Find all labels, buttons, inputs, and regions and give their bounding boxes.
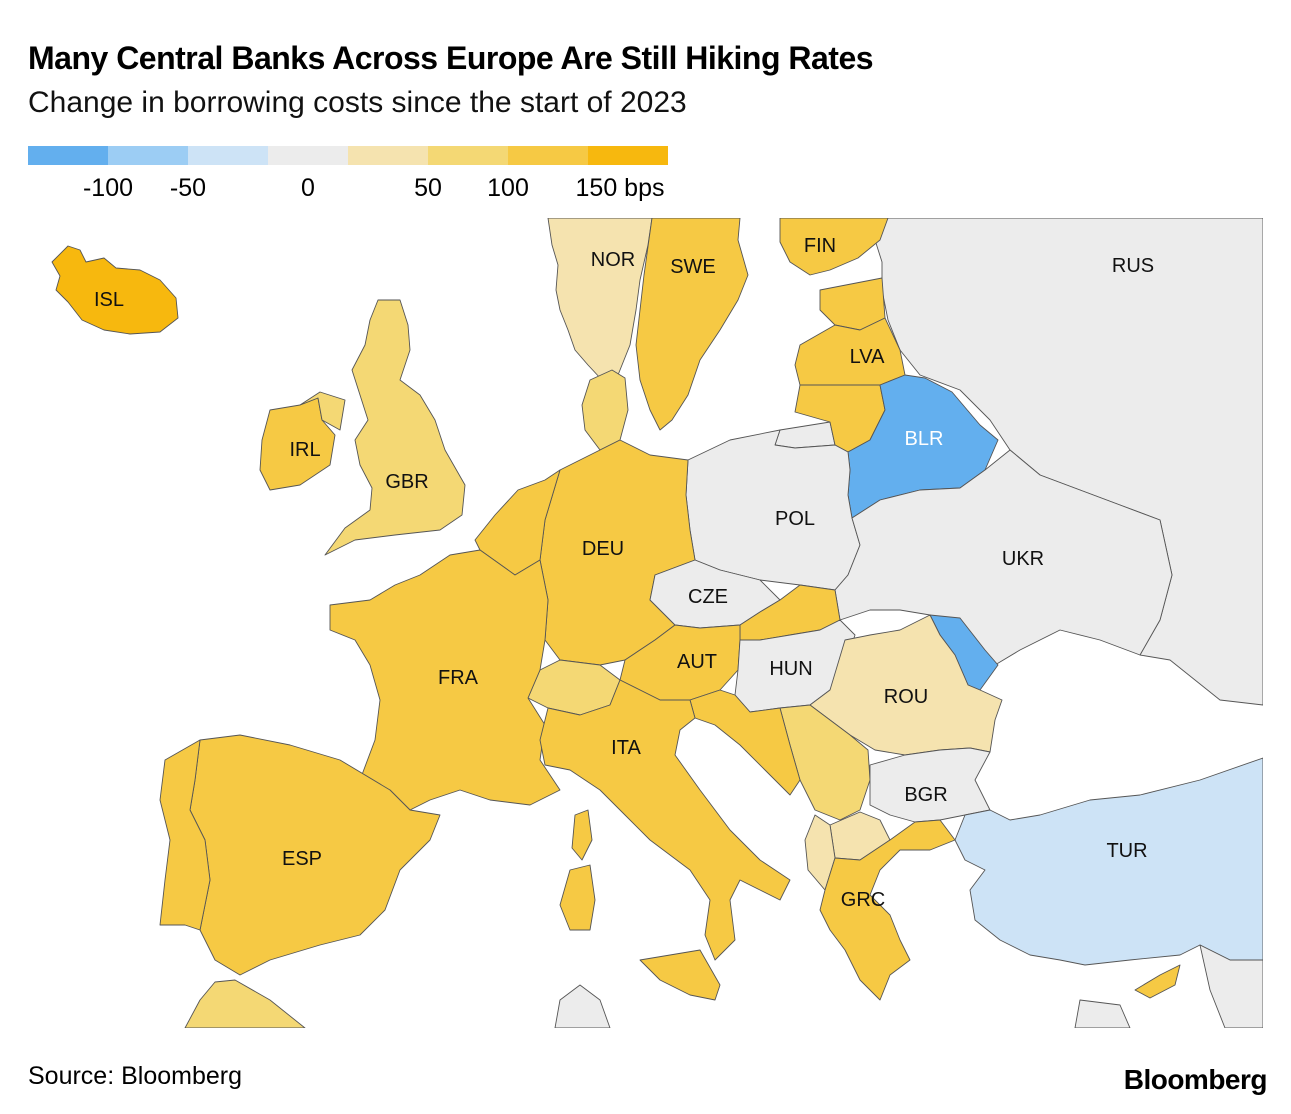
country-label: TUR (1106, 840, 1147, 862)
country-label: GBR (385, 471, 428, 493)
country-ita (639, 949, 721, 1001)
country-label: BLR (905, 428, 944, 450)
legend-label: -50 (169, 174, 207, 202)
country-tur (954, 757, 1263, 966)
legend-label: 0 (301, 174, 315, 202)
country-label: SWE (670, 256, 716, 278)
country-label: LVA (850, 346, 885, 368)
country-gbr (299, 391, 346, 431)
country-label: FRA (438, 667, 479, 689)
country-ita (559, 864, 596, 931)
country-label: AUT (677, 651, 717, 673)
legend-swatch (268, 146, 348, 165)
legend-swatch (428, 146, 508, 165)
country-rus (1074, 999, 1131, 1028)
legend-swatch (188, 146, 268, 165)
legend-swatch (588, 146, 668, 165)
country-prt (159, 739, 211, 931)
country-label: NOR (591, 249, 635, 271)
country-gbr (324, 299, 466, 556)
country-label: ISL (94, 289, 124, 311)
country-grc (819, 819, 956, 1001)
country-label: UKR (1002, 548, 1044, 570)
country-label: DEU (582, 538, 624, 560)
country-label: CZE (688, 586, 728, 608)
country-label: GRC (841, 889, 885, 911)
country-label: POL (775, 508, 815, 530)
legend-label: 150 bps (575, 174, 665, 202)
country-label: IRL (289, 439, 320, 461)
country-label: ROU (884, 686, 928, 708)
legend-swatch (108, 146, 188, 165)
legend-swatch (28, 146, 108, 165)
country-mar (184, 979, 306, 1028)
country-hrv (689, 689, 801, 796)
chart-subtitle: Change in borrowing costs since the star… (28, 86, 687, 119)
country-label: ESP (282, 848, 322, 870)
country-label: HUN (769, 658, 812, 680)
country-label: ITA (611, 737, 641, 759)
source-note: Source: Bloomberg (28, 1062, 243, 1090)
legend-label: -100 (82, 174, 134, 202)
color-legend: -100 -50 0 50 100 150 bps (28, 146, 668, 206)
country-label: RUS (1112, 255, 1154, 277)
country-ita (539, 679, 791, 961)
chart-title: Many Central Banks Across Europe Are Sti… (28, 40, 874, 76)
legend-label: 100 (487, 174, 529, 202)
legend-label: 50 (414, 174, 442, 202)
country-label: BGR (904, 784, 947, 806)
country-isl (51, 245, 179, 335)
legend-swatch (348, 146, 428, 165)
country-cyp (1134, 964, 1181, 999)
country-fin (779, 218, 889, 276)
legend-swatch (508, 146, 588, 165)
country-fra (329, 549, 561, 811)
bloomberg-logo: Bloomberg (1123, 1064, 1268, 1095)
country-swe (635, 218, 749, 431)
legend-bar (28, 146, 668, 165)
country-pol (685, 429, 861, 591)
country-fra (571, 809, 593, 861)
country-syr (1199, 944, 1263, 1028)
country-label: FIN (804, 235, 836, 257)
country-tun (554, 984, 611, 1028)
country-ukr (834, 449, 1173, 666)
europe-map: ISL NOR SWE FIN RUS LVA IRL GBR BLR POL … (28, 218, 1263, 1028)
country-nor (547, 218, 653, 381)
